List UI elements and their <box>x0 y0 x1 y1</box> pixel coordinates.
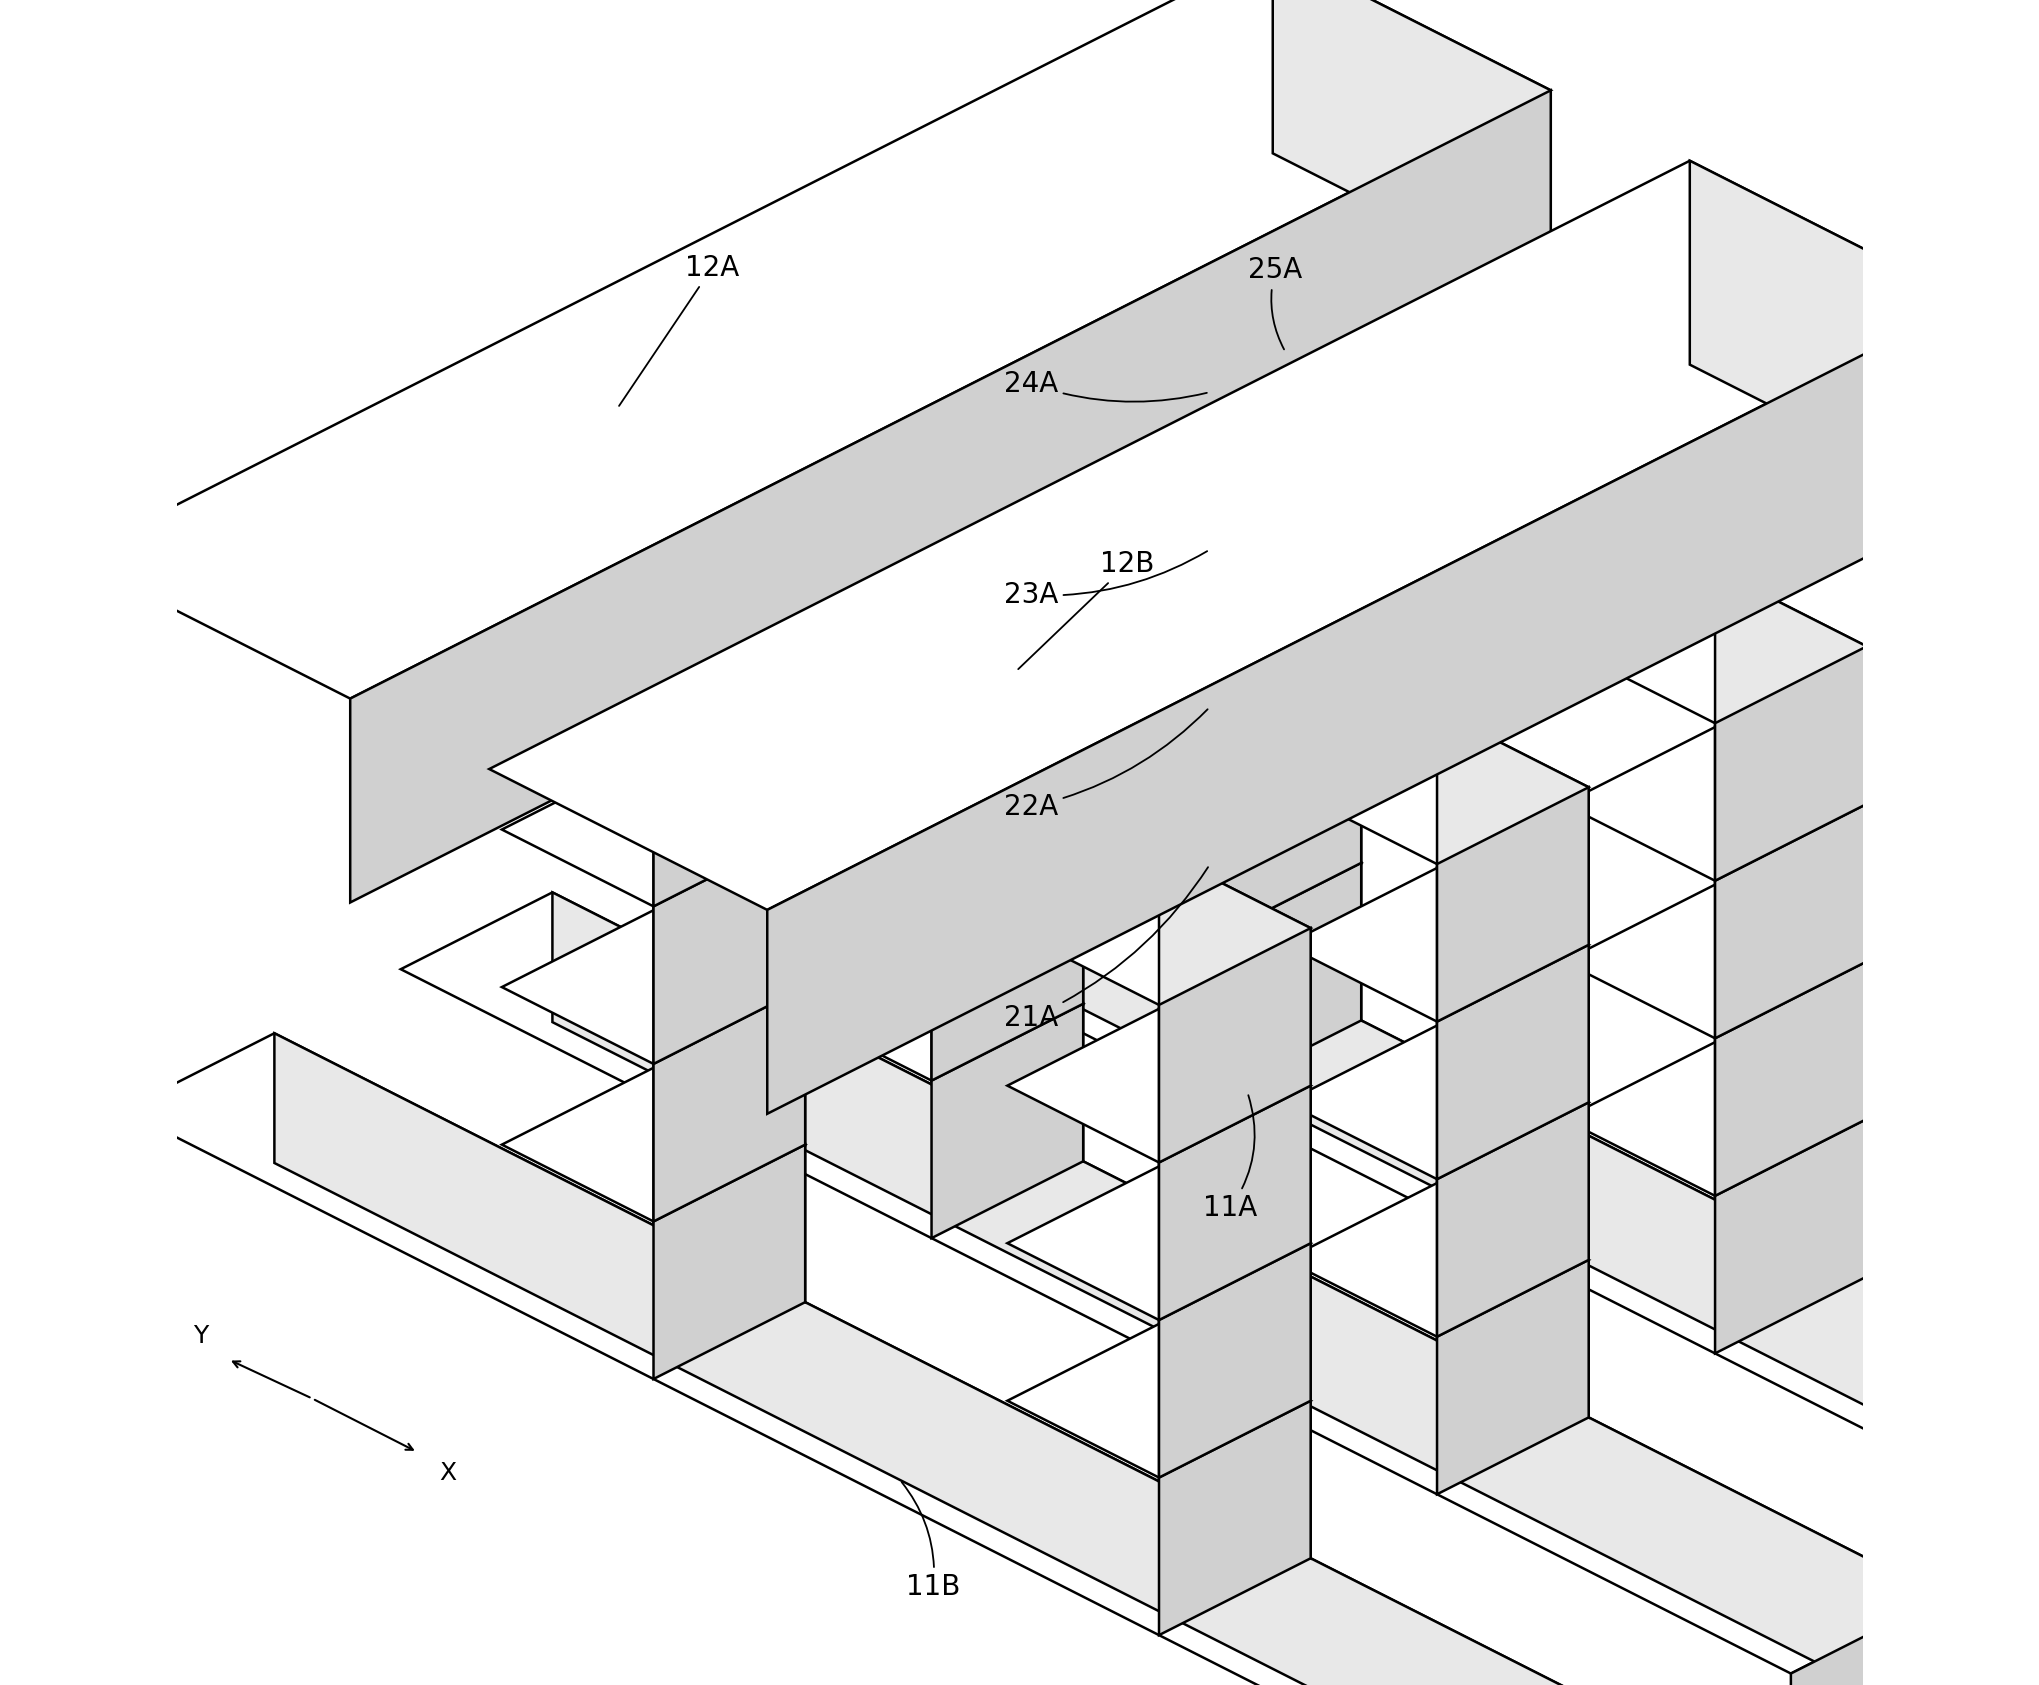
Polygon shape <box>1715 728 1866 962</box>
Polygon shape <box>1058 785 1360 940</box>
Polygon shape <box>1209 472 1360 706</box>
Text: 12B: 12B <box>1017 551 1154 669</box>
Polygon shape <box>932 531 1083 765</box>
Polygon shape <box>779 455 1083 608</box>
Polygon shape <box>779 770 1083 923</box>
Polygon shape <box>1435 1102 1588 1336</box>
Polygon shape <box>652 753 805 987</box>
Polygon shape <box>679 752 2039 1533</box>
Polygon shape <box>1715 1119 1866 1353</box>
Polygon shape <box>1790 1597 1941 1685</box>
Polygon shape <box>932 689 1083 923</box>
Polygon shape <box>1285 1026 1588 1180</box>
Polygon shape <box>932 1004 1083 1238</box>
Polygon shape <box>1562 728 1866 881</box>
Text: 24A: 24A <box>1003 369 1207 401</box>
Polygon shape <box>1209 863 1360 1097</box>
Polygon shape <box>1209 548 1360 782</box>
Polygon shape <box>122 1033 1664 1685</box>
Polygon shape <box>1209 785 1360 1021</box>
Polygon shape <box>1158 1324 1309 1559</box>
Polygon shape <box>1007 851 1309 1004</box>
Polygon shape <box>1435 868 1588 1102</box>
Polygon shape <box>652 829 805 1063</box>
Polygon shape <box>652 1144 805 1378</box>
Polygon shape <box>275 1033 1664 1685</box>
Polygon shape <box>932 927 1083 1161</box>
Polygon shape <box>1562 885 1866 1038</box>
Polygon shape <box>1562 570 1866 723</box>
Polygon shape <box>1715 647 1866 881</box>
Polygon shape <box>1715 570 1866 804</box>
Text: 11B: 11B <box>901 1483 960 1601</box>
Text: 23A: 23A <box>1003 551 1207 610</box>
Polygon shape <box>1435 787 1588 1021</box>
Polygon shape <box>1285 868 1588 1021</box>
Polygon shape <box>1715 1041 1866 1277</box>
Polygon shape <box>779 927 1083 1080</box>
Text: Y: Y <box>194 1324 208 1348</box>
Polygon shape <box>652 1068 805 1303</box>
Polygon shape <box>1715 804 1866 1038</box>
Polygon shape <box>1007 1324 1309 1478</box>
Polygon shape <box>502 1068 805 1222</box>
Polygon shape <box>1435 1260 1588 1495</box>
Polygon shape <box>932 455 1083 689</box>
Polygon shape <box>779 612 1083 765</box>
Text: 22A: 22A <box>1003 709 1207 821</box>
Polygon shape <box>71 0 1550 699</box>
Polygon shape <box>1435 1183 1588 1417</box>
Polygon shape <box>1158 1085 1309 1319</box>
Polygon shape <box>767 302 1968 1114</box>
Polygon shape <box>932 846 1083 1080</box>
Polygon shape <box>1562 1041 1866 1196</box>
Text: 25A: 25A <box>1248 256 1301 349</box>
Polygon shape <box>1715 885 1866 1119</box>
Polygon shape <box>1435 945 1588 1180</box>
Polygon shape <box>1007 1166 1309 1319</box>
Polygon shape <box>1688 160 1968 505</box>
Polygon shape <box>1285 1183 1588 1336</box>
Polygon shape <box>1285 711 1588 864</box>
Polygon shape <box>1058 313 1360 467</box>
Polygon shape <box>502 753 805 907</box>
Polygon shape <box>1209 313 1360 548</box>
Polygon shape <box>652 595 805 829</box>
Text: 11A: 11A <box>1203 1095 1258 1222</box>
Polygon shape <box>1058 629 1360 782</box>
Polygon shape <box>502 910 805 1063</box>
Polygon shape <box>652 672 805 907</box>
Text: X: X <box>438 1461 457 1484</box>
Text: 12A: 12A <box>618 254 738 406</box>
Polygon shape <box>1435 1026 1588 1260</box>
Polygon shape <box>652 910 805 1144</box>
Polygon shape <box>1715 962 1866 1196</box>
Text: 21A: 21A <box>1003 868 1207 1033</box>
Polygon shape <box>1158 1009 1309 1244</box>
Polygon shape <box>1158 1400 1309 1634</box>
Polygon shape <box>652 987 805 1222</box>
Polygon shape <box>830 752 2039 1586</box>
Polygon shape <box>1158 1166 1309 1400</box>
Polygon shape <box>932 612 1083 846</box>
Polygon shape <box>489 160 1968 910</box>
Polygon shape <box>1158 851 1309 1085</box>
Polygon shape <box>1158 1244 1309 1478</box>
Polygon shape <box>553 893 1941 1685</box>
Polygon shape <box>1058 472 1360 625</box>
Polygon shape <box>932 770 1083 1004</box>
Polygon shape <box>1209 391 1360 625</box>
Polygon shape <box>1272 0 1550 295</box>
Polygon shape <box>502 595 805 748</box>
Polygon shape <box>1209 629 1360 863</box>
Polygon shape <box>351 91 1550 903</box>
Polygon shape <box>1435 711 1588 945</box>
Polygon shape <box>1007 1009 1309 1163</box>
Polygon shape <box>1158 928 1309 1163</box>
Polygon shape <box>400 893 1941 1673</box>
Polygon shape <box>1209 706 1360 940</box>
